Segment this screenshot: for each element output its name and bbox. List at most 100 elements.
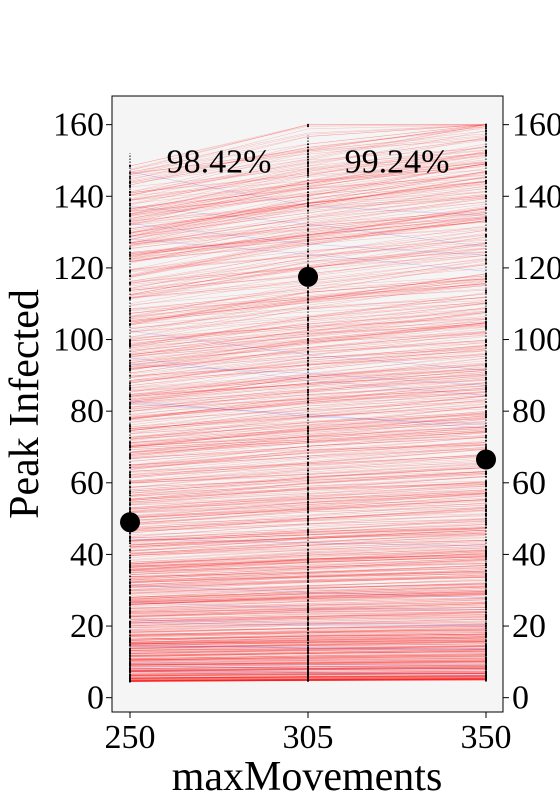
sample-line-segment [129,203,309,235]
sample-line-segment [307,138,487,163]
sample-line-segment [307,663,487,666]
sample-line-segment [307,254,487,274]
sample-line-segment [129,669,309,673]
sample-line-segment [129,378,309,400]
sample-line-segment [129,452,309,469]
sample-dot [129,342,131,345]
sample-dot [129,388,131,391]
sample-line-segment [307,579,487,586]
sample-line-segment [307,483,487,489]
sample-line-segment [129,655,309,659]
sample-line-segment [307,556,487,562]
segment-percentages: 98.42% 99.24% [167,143,450,180]
sample-dot [129,374,131,377]
sample-line-segment [307,406,487,424]
sample-line-segment [129,186,309,221]
sample-dot [307,158,309,161]
sample-line-segment [307,631,487,636]
sample-line-segment [129,642,309,646]
sample-line-segment [129,436,309,447]
sample-line-segment [307,495,487,509]
sample-dot [129,289,131,292]
sample-line-segment [307,653,487,656]
sample-line-segment [129,620,309,626]
sample-line-segment [307,357,487,381]
sample-line-segment [307,607,487,612]
sample-dot [485,344,487,347]
sample-line-segment [129,676,309,679]
sample-line-segment [307,218,487,236]
sample-line-segment [129,531,309,542]
sample-line-segment [129,416,309,429]
sample-line-segment [307,183,487,204]
sample-dot [129,494,131,497]
sample-dot [129,274,131,277]
sample-line-segment [307,379,487,391]
sample-line-segment [129,668,309,671]
sample-line-segment [307,416,487,432]
sample-line-segment [307,672,487,675]
sample-dot [485,608,487,611]
sample-line-segment [129,599,309,604]
sample-line-segment [129,618,309,622]
sample-line-segment [129,666,309,670]
sample-line-segment [307,524,487,532]
sample-line-segment [307,609,487,612]
sample-dot [307,554,309,557]
sample-line-segment [307,675,487,677]
sample-line-segment [129,175,309,201]
sample-line-segment [307,659,487,663]
sample-line-segment [307,467,487,478]
sample-dot [485,318,487,321]
sample-line-segment [129,649,309,653]
sample-line-segment [307,666,487,668]
sample-line-segment [129,223,309,243]
sample-line-segment [129,616,309,622]
sample-line-segment [307,149,487,167]
sample-line-segment [307,471,487,477]
sample-dot [129,565,131,567]
sample-line-segment [129,653,309,657]
sample-line-segment [129,348,309,374]
sample-line-segment [129,644,309,650]
sample-line-segment [129,601,309,609]
sample-line-segment [307,598,487,602]
sample-line-segment [307,607,487,611]
sample-line-segment [129,230,309,263]
sample-line-segment [129,442,309,455]
sample-line-segment [129,316,309,341]
sample-dot [129,177,131,180]
sample-line-segment [129,666,309,669]
sample-line-segment [129,613,309,621]
sample-line-segment [307,335,487,348]
y-tick-label-left: 100 [53,322,104,359]
sample-line-segment [307,643,487,647]
sample-line-segment [307,207,487,236]
sample-dot [307,577,309,580]
sample-line-segment [129,251,309,284]
sample-line-segment [129,267,309,291]
sample-line-segment [129,180,309,220]
sample-line-segment [307,341,487,352]
sample-line-segment [129,530,309,539]
sample-line-segment [129,171,309,207]
sample-line-segment [307,423,487,431]
sample-line-segment [129,466,309,484]
sample-line-segment [129,276,309,291]
sample-line-segment [307,513,487,519]
sample-dot [129,382,131,384]
sample-line-segment [307,415,487,431]
sample-line-segment [129,299,309,332]
sample-line-segment [307,636,487,641]
sample-line-segment [307,588,487,596]
sample-line-segment [307,192,487,207]
sample-line-segment [129,328,309,350]
sample-line-segment [129,639,309,643]
sample-dot [307,560,309,563]
sample-line-segment [129,148,309,175]
sample-line-segment [129,411,309,431]
sample-line-segment [129,616,309,622]
sample-line-segment [129,416,309,431]
sample-line-segment [129,635,309,640]
sample-line-segment [307,153,487,174]
